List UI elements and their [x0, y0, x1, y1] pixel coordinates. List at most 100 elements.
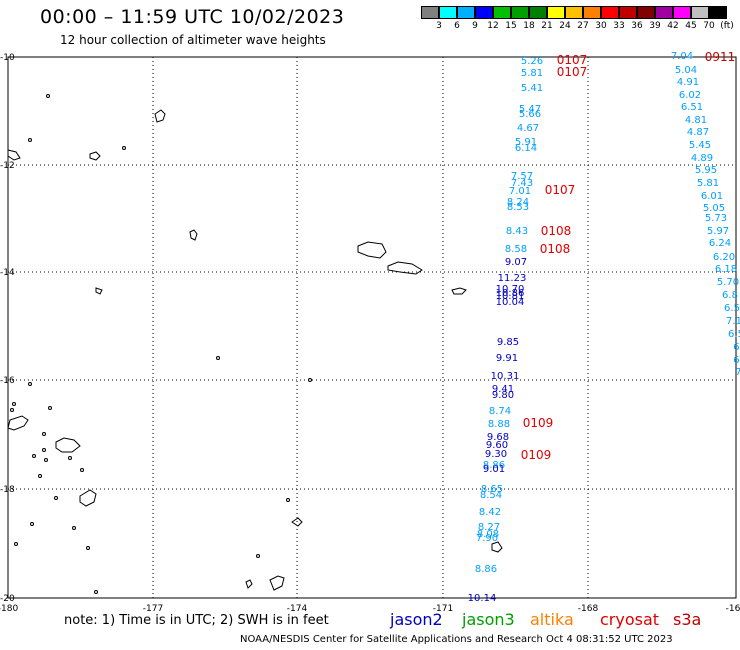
- colorbar-swatch: [601, 6, 619, 19]
- swh-value-label: 5.47: [519, 104, 541, 115]
- island-outline: [79, 489, 97, 507]
- swh-value-label: 4.67: [517, 123, 539, 134]
- swh-value-label: 5.91: [515, 137, 537, 148]
- swh-value-label: 8.86: [475, 564, 497, 575]
- swh-value-label: 9.41: [492, 384, 514, 395]
- swh-value-label: 5.95: [695, 165, 717, 176]
- footer-credit: NOAA/NESDIS Center for Satellite Applica…: [240, 634, 673, 645]
- legend-cryosat: cryosat: [600, 610, 660, 629]
- colorbar-swatch: [691, 6, 709, 19]
- island-dot: [94, 590, 98, 594]
- swh-value-label: 9.60: [486, 440, 508, 451]
- island-outline: [95, 287, 103, 295]
- island-dot: [46, 94, 50, 98]
- swh-value-label: 6.: [733, 355, 740, 366]
- colorbar-label: 70: [703, 21, 715, 31]
- colorbar-label: 42: [667, 21, 679, 31]
- colorbar-swatch: [619, 6, 637, 19]
- island-outline: [357, 241, 387, 259]
- colorbar-label: 12: [487, 21, 499, 31]
- swh-value-label: 4.89: [691, 153, 713, 164]
- colorbar-label: (ft): [720, 21, 734, 31]
- lat-tick-label: -10: [0, 53, 15, 63]
- swh-value-label: 4.91: [677, 77, 699, 88]
- swh-value-label: 6.20: [713, 252, 735, 263]
- swh-value-label: 5.05: [703, 203, 725, 214]
- island-outline: [7, 149, 21, 161]
- swh-value-label: 5.73: [705, 213, 727, 224]
- swh-value-label: 8.88: [488, 419, 510, 430]
- swh-value-label: 5.45: [689, 140, 711, 151]
- swh-value-label: 5.66: [519, 109, 541, 120]
- lon-tick-label: -180: [0, 604, 18, 614]
- swh-value-label: 6.: [733, 342, 740, 353]
- island-dot: [30, 522, 34, 526]
- swh-value-label: 5.04: [675, 65, 697, 76]
- swh-value-label: 8.43: [506, 226, 528, 237]
- legend-s3a: s3a: [673, 610, 702, 629]
- swh-value-label: 5.81: [697, 178, 719, 189]
- swh-value-label: 8.27: [478, 522, 500, 533]
- island-dot: [38, 474, 42, 478]
- island-dot: [14, 542, 18, 546]
- colorbar-swatch: [655, 6, 673, 19]
- island-dot: [308, 378, 312, 382]
- island-outline: [269, 575, 285, 591]
- legend-jason3: jason3: [462, 610, 515, 629]
- swh-value-label: 9.80: [492, 390, 514, 401]
- swh-value-label: 5.41: [521, 83, 543, 94]
- lat-tick-label: -12: [0, 161, 15, 171]
- swh-value-label: 6.18: [715, 264, 737, 275]
- colorbar-label: 39: [649, 21, 661, 31]
- map-subtitle: 12 hour collection of altimeter wave hei…: [60, 33, 326, 47]
- swh-value-label: 9.01: [483, 464, 505, 475]
- swh-value-label: 8.24: [507, 197, 529, 208]
- time-label: 0109: [521, 448, 552, 462]
- colorbar-swatch: [457, 6, 475, 19]
- swh-value-label: 5.97: [707, 226, 729, 237]
- colorbar-label: 24: [559, 21, 571, 31]
- colorbar-label: 6: [454, 21, 460, 31]
- swh-value-label: 7.1: [726, 316, 740, 327]
- swh-value-label: 10.70: [496, 284, 525, 295]
- lat-tick-label: -20: [0, 594, 15, 604]
- swh-value-label: 5.81: [521, 68, 543, 79]
- swh-value-label: 6.51: [681, 102, 703, 113]
- island-dot: [28, 138, 32, 142]
- swh-value-label: 5.70: [717, 277, 739, 288]
- colorbar-swatch: [511, 6, 529, 19]
- island-outline: [491, 541, 503, 553]
- island-dot: [10, 408, 14, 412]
- island-dot: [48, 406, 52, 410]
- swh-value-label: 6.24: [709, 238, 731, 249]
- swh-value-label: 9.07: [505, 257, 527, 268]
- swh-value-label: 10.31: [491, 371, 520, 382]
- colorbar-swatch: [637, 6, 655, 19]
- colorbar-label: 3: [436, 21, 442, 31]
- colorbar: [421, 6, 727, 19]
- swh-value-label: 8.74: [489, 406, 511, 417]
- time-label: 0107: [545, 183, 576, 197]
- time-label: 0107: [557, 53, 588, 67]
- lon-tick-label: -174: [287, 604, 308, 614]
- colorbar-label: 15: [505, 21, 517, 31]
- colorbar-swatch: [565, 6, 583, 19]
- swh-value-label: 6.5: [724, 303, 740, 314]
- swh-value-label: 4.87: [687, 127, 709, 138]
- island-outline: [154, 109, 166, 123]
- island-outline: [55, 437, 81, 453]
- lat-tick-label: -16: [0, 376, 15, 386]
- island-outline: [387, 261, 423, 275]
- colorbar-label: 33: [613, 21, 625, 31]
- swh-value-label: 7.57: [511, 171, 533, 182]
- swh-value-label: 9.30: [485, 449, 507, 460]
- colorbar-swatch: [493, 6, 511, 19]
- island-dot: [216, 356, 220, 360]
- island-dot: [122, 146, 126, 150]
- colorbar-swatch: [583, 6, 601, 19]
- island-dot: [54, 496, 58, 500]
- swh-value-label: 7.04: [671, 51, 693, 62]
- colorbar-label: 30: [595, 21, 607, 31]
- colorbar-swatch: [421, 6, 439, 19]
